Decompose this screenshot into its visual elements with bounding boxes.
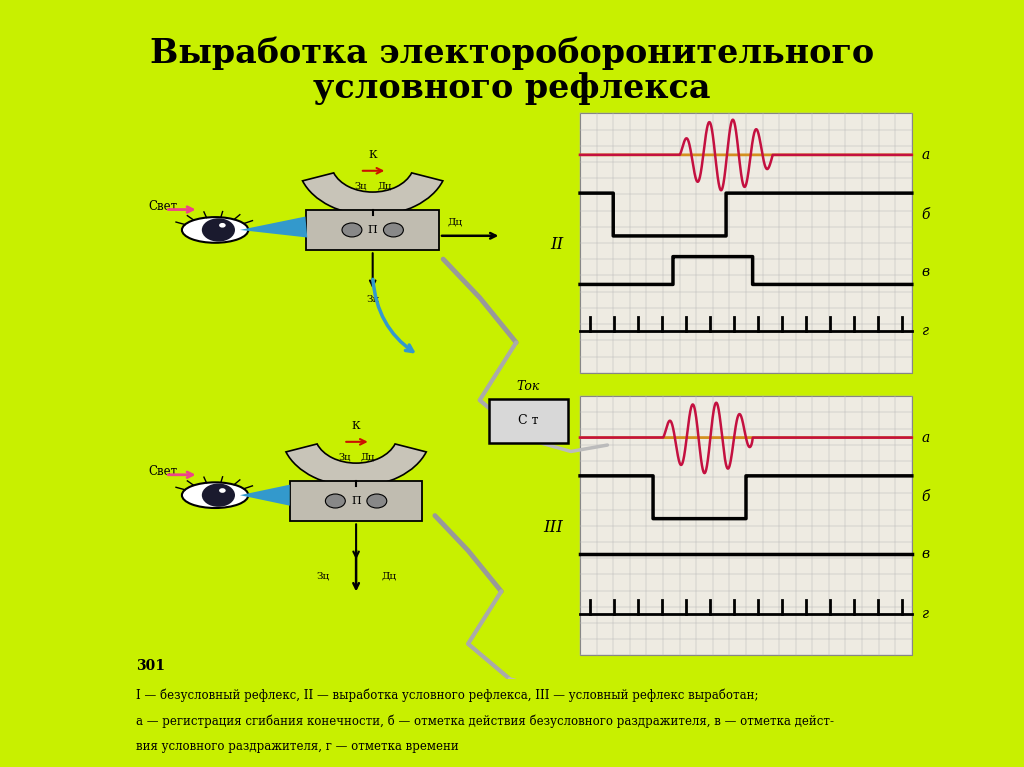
Polygon shape (240, 216, 307, 238)
Text: вия условного раздражителя, г — отметка времени: вия условного раздражителя, г — отметка … (136, 740, 459, 753)
Ellipse shape (182, 482, 248, 508)
Text: 301: 301 (136, 659, 165, 673)
Circle shape (219, 223, 225, 228)
Circle shape (367, 494, 387, 508)
Text: Свет: Свет (148, 466, 178, 479)
Text: Дц: Дц (382, 571, 397, 581)
Text: II: II (550, 236, 563, 253)
Text: а: а (922, 430, 930, 445)
Bar (580, 114, 911, 373)
Text: Дц: Дц (378, 182, 392, 190)
Circle shape (383, 223, 403, 237)
Wedge shape (286, 444, 426, 486)
Text: Зц: Зц (338, 453, 350, 462)
Bar (488, 399, 567, 443)
Text: Дц: Дц (447, 217, 463, 226)
Text: в: в (922, 265, 930, 278)
Circle shape (202, 483, 234, 507)
Wedge shape (302, 173, 442, 216)
Text: I — безусловный рефлекс, II — выработка условного рефлекса, III — условный рефле: I — безусловный рефлекс, II — выработка … (136, 689, 759, 702)
Text: б: б (922, 208, 930, 222)
Bar (306, 209, 439, 250)
Circle shape (219, 488, 225, 493)
Text: С т: С т (518, 414, 539, 427)
Text: Зц: Зц (366, 295, 379, 304)
Text: г: г (922, 324, 929, 338)
Text: а — регистрация сгибания конечности, б — отметка действия безусловного раздражит: а — регистрация сгибания конечности, б —… (136, 714, 835, 728)
Text: а: а (922, 148, 930, 162)
Text: Выработка электороборонительного: Выработка электороборонительного (150, 37, 874, 71)
Text: Ток: Ток (516, 380, 540, 393)
Text: Зц: Зц (316, 571, 330, 581)
Text: условного рефлекса: условного рефлекса (313, 72, 711, 105)
Ellipse shape (182, 217, 248, 243)
Polygon shape (240, 485, 290, 505)
Circle shape (326, 494, 345, 508)
Bar (290, 481, 423, 522)
Text: П: П (368, 225, 378, 235)
Text: г: г (922, 607, 929, 621)
Circle shape (342, 223, 361, 237)
Text: К: К (352, 421, 360, 431)
Text: Зц: Зц (354, 182, 367, 190)
Text: К: К (369, 150, 377, 160)
Text: Свет: Свет (148, 200, 178, 213)
Text: в: в (922, 548, 930, 561)
Bar (580, 396, 911, 656)
Text: Дц: Дц (360, 453, 375, 462)
Circle shape (202, 219, 234, 242)
Text: III: III (544, 518, 563, 535)
Text: б: б (922, 490, 930, 504)
Text: П: П (351, 496, 361, 506)
